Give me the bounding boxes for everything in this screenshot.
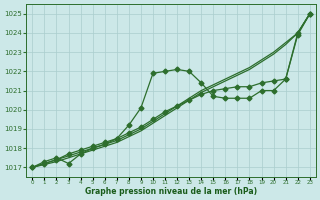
X-axis label: Graphe pression niveau de la mer (hPa): Graphe pression niveau de la mer (hPa) [85, 187, 257, 196]
